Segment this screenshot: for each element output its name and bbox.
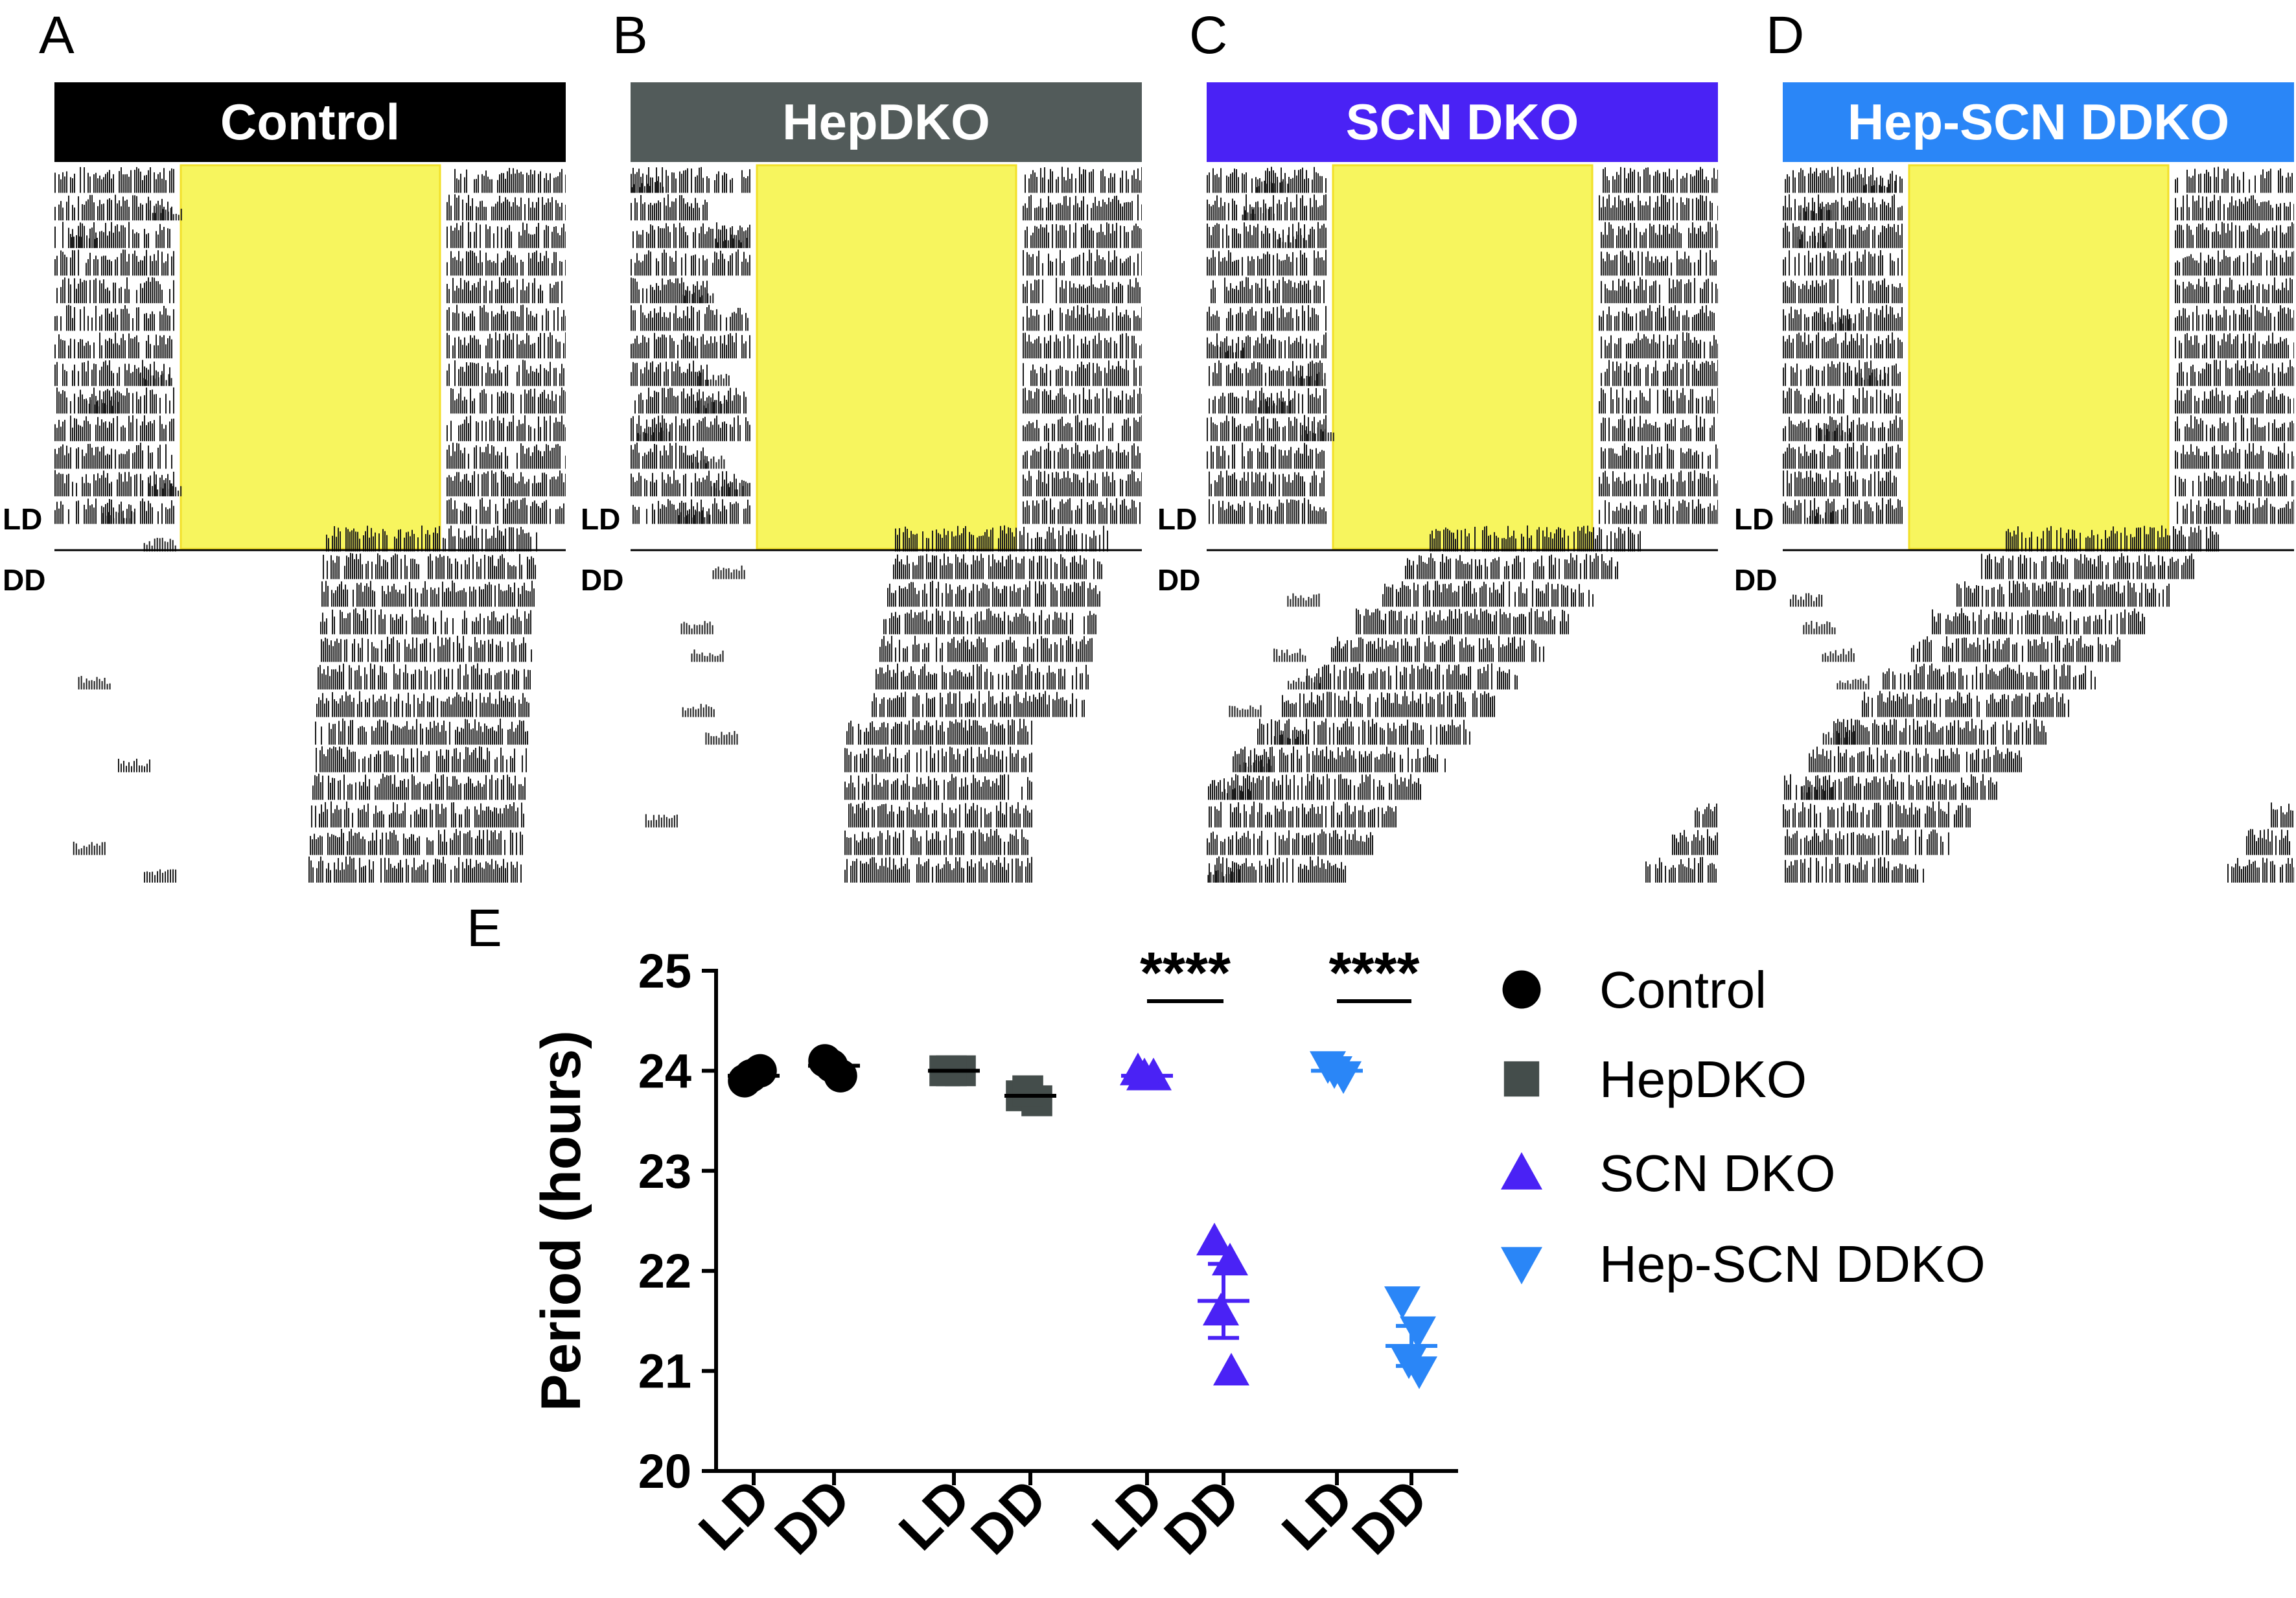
activity-bars	[1207, 167, 1718, 883]
data-point	[1012, 1075, 1043, 1107]
data-group	[1120, 1052, 1173, 1091]
data-group	[1196, 1222, 1249, 1385]
legend-marker	[1503, 1061, 1540, 1097]
ld-label: LD	[581, 502, 621, 536]
legend-label: HepDKO	[1599, 1050, 1807, 1108]
data-point	[1384, 1286, 1421, 1319]
ld-label: LD	[1157, 502, 1198, 536]
significance-stars: ****	[1140, 941, 1231, 1006]
x-tick-label: DD	[1152, 1467, 1251, 1566]
actogram-title: Control	[54, 82, 566, 162]
dd-label: DD	[1734, 563, 1778, 597]
mean-sem-bar	[1198, 1262, 1249, 1340]
activity-bars	[1783, 167, 2294, 883]
x-tick-label: DD	[1340, 1467, 1439, 1566]
x-tick-label: DD	[959, 1467, 1058, 1566]
y-tick-label: 22	[638, 1244, 691, 1298]
actogram-title: SCN DKO	[1207, 82, 1718, 162]
legend-entry: HepDKO	[1503, 1050, 1807, 1108]
legend-entry: Control	[1502, 961, 1767, 1019]
light-phase-block	[756, 164, 1017, 550]
actogram-raster	[54, 164, 566, 883]
legend-label: SCN DKO	[1599, 1144, 1836, 1202]
activity-bars	[54, 167, 566, 883]
period-chart: E Period (hours) 20 21 22 23 24 25 LD DD LD DD LD DD L…	[467, 894, 2296, 1598]
legend-entry: SCN DKO	[1501, 1144, 1836, 1202]
y-tick-label: 24	[638, 1044, 691, 1098]
x-tick-label: LD	[687, 1467, 782, 1562]
data-group	[808, 1044, 860, 1093]
mean-sem-bar	[1386, 1324, 1437, 1368]
legend-marker	[1502, 970, 1541, 1009]
y-tick-label: 21	[638, 1345, 691, 1398]
panel-letter-b: B	[612, 6, 648, 65]
panel-letter-c: C	[1189, 6, 1228, 65]
actogram-raster	[631, 164, 1142, 883]
actogram-raster	[1207, 164, 1718, 883]
actogram-hep-scn-ddko: Hep-SCN DDKO	[1783, 82, 2294, 883]
data-point	[1213, 1352, 1249, 1385]
data-point	[1203, 1292, 1239, 1326]
actogram-title: HepDKO	[631, 82, 1142, 162]
legend-label: Hep-SCN DDKO	[1599, 1235, 1986, 1293]
y-axis-label: Period (hours)	[530, 1030, 592, 1411]
y-tick-label: 20	[638, 1444, 691, 1498]
actogram-control: Control	[54, 82, 566, 883]
significance-annotation: ****	[1140, 941, 1231, 1006]
y-tick-label: 23	[638, 1144, 691, 1198]
x-tick-label: DD	[763, 1467, 861, 1566]
significance-annotation: ****	[1328, 941, 1419, 1006]
light-phase-block	[1908, 164, 2170, 550]
data-group	[928, 1055, 980, 1087]
significance-stars: ****	[1328, 941, 1419, 1006]
ld-label: LD	[1734, 502, 1774, 536]
panel-letter-e: E	[467, 899, 502, 958]
dd-label: DD	[1157, 563, 1201, 597]
legend-marker	[1501, 1247, 1542, 1284]
panel-letter-a: A	[39, 6, 75, 65]
actogram-hepdko: HepDKO	[631, 82, 1142, 883]
data-group	[728, 1054, 780, 1098]
data-group	[1310, 1051, 1363, 1094]
dd-label: DD	[581, 563, 624, 597]
legend-marker	[1501, 1152, 1542, 1190]
data-point	[1196, 1222, 1233, 1256]
light-phase-block	[180, 164, 441, 550]
actogram-title: Hep-SCN DDKO	[1783, 82, 2294, 162]
data-group	[1384, 1286, 1437, 1389]
legend-label: Control	[1599, 961, 1767, 1019]
y-tick-label: 25	[638, 944, 691, 998]
ld-label: LD	[3, 502, 43, 536]
dd-label: DD	[3, 563, 46, 597]
actogram-raster	[1783, 164, 2294, 883]
activity-bars	[631, 167, 1142, 883]
data-group	[1004, 1075, 1056, 1117]
data-point	[1212, 1242, 1248, 1276]
panel-letter-d: D	[1766, 6, 1805, 65]
legend-entry: Hep-SCN DDKO	[1501, 1235, 1986, 1293]
actogram-scn-dko: SCN DKO	[1207, 82, 1718, 883]
axes	[714, 969, 1458, 1473]
light-phase-block	[1332, 164, 1594, 550]
